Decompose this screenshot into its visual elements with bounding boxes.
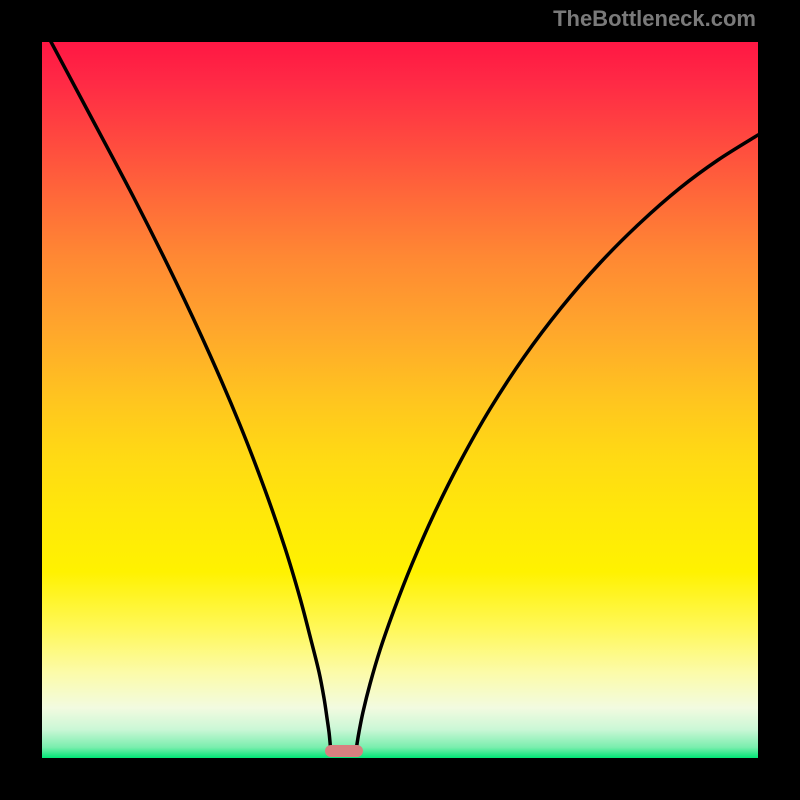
curve-left (42, 42, 331, 751)
chart-container: TheBottleneck.com (0, 0, 800, 800)
plot-area (42, 42, 758, 758)
curves-layer (42, 42, 758, 758)
bottleneck-marker (325, 745, 363, 757)
curve-right (356, 135, 758, 751)
watermark-text: TheBottleneck.com (553, 6, 756, 32)
